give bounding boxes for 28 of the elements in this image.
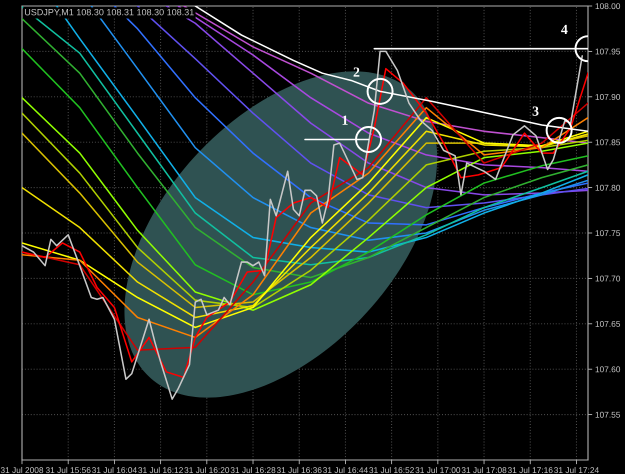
x-tick-label: 31 Jul 15:56 <box>46 466 91 474</box>
y-tick-label: 107.65 <box>596 321 620 327</box>
x-tick-label: 31 Jul 17:08 <box>462 466 506 474</box>
x-tick-label: 31 Jul 16:28 <box>230 466 276 474</box>
x-tick-label: 31 Jul 16:20 <box>184 466 230 474</box>
y-tick-label: 107.80 <box>596 184 620 191</box>
x-tick-label: 31 Jul 2008 <box>0 466 44 474</box>
y-tick-label: 107.95 <box>596 48 620 54</box>
x-tick-label: 31 Jul 17:16 <box>508 466 553 474</box>
y-tick-label: 107.75 <box>596 230 620 236</box>
x-tick-label: 31 Jul 17:24 <box>554 466 599 474</box>
x-tick-label: 31 Jul 16:44 <box>323 466 368 474</box>
y-tick-label: 107.85 <box>596 139 620 146</box>
x-tick-label: 31 Jul 16:36 <box>276 466 322 474</box>
annotation: 2 <box>354 67 360 77</box>
x-tick-label: 31 Jul 16:04 <box>92 466 137 474</box>
annotation: 3 <box>532 106 539 116</box>
line-series <box>22 48 588 296</box>
x-tick-label: 31 Jul 16:52 <box>369 466 414 474</box>
chart-title: USDJPY,M1 108.30 108.31 108.30 108.31 <box>24 8 194 16</box>
y-tick-label: 107.90 <box>596 94 620 100</box>
annotation: 4 <box>561 24 568 34</box>
x-tick-label: 31 Jul 17:00 <box>415 466 460 474</box>
y-tick-label: 107.60 <box>596 366 620 372</box>
y-tick-label: 107.70 <box>596 276 620 282</box>
y-tick-label: 107.55 <box>596 412 620 418</box>
y-tick-label: 108.00 <box>596 3 620 10</box>
x-tick-label: 31 Jul 16:12 <box>138 466 183 474</box>
